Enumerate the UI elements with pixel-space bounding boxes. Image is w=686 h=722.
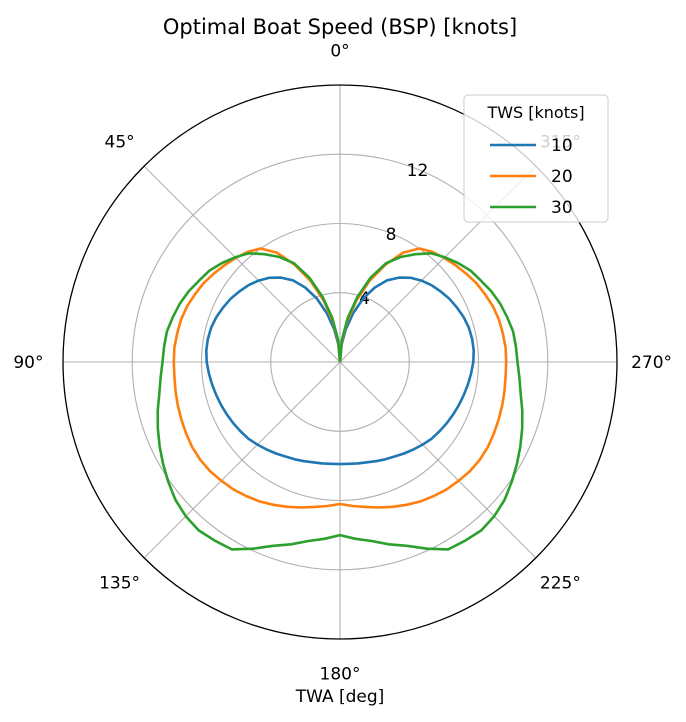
series-lines [156,247,524,551]
legend-label: 10 [551,136,573,156]
r-tick-label: 8 [386,225,397,245]
series-line-tws-20 [172,247,508,509]
r-tick-label: 12 [407,161,429,181]
legend: TWS [knots] 10 20 30 [463,94,609,223]
r-gridline [200,222,480,502]
theta-tick-label: 270° [631,353,672,373]
x-axis-label: TWA [deg] [295,687,385,707]
series-line-tws-10 [205,276,475,466]
chart-title: Optimal Boat Speed (BSP) [knots] [163,15,517,39]
series-line-tws-30 [156,252,524,551]
theta-tick-label: 180° [320,665,361,685]
polar-grid [63,85,617,639]
r-gridline [131,153,549,571]
legend-title: TWS [knots] [486,103,584,122]
r-gridline [270,292,410,432]
legend-label: 20 [551,167,573,187]
legend-box [463,94,609,223]
theta-tick-label: 45° [105,133,135,153]
theta-tick-label: 90° [13,353,43,373]
legend-label: 30 [551,198,573,218]
theta-tick-label: 225° [540,573,581,593]
outer-spine [62,84,618,640]
theta-tick-label: 0° [330,41,349,61]
theta-tick-label: 135° [99,573,140,593]
